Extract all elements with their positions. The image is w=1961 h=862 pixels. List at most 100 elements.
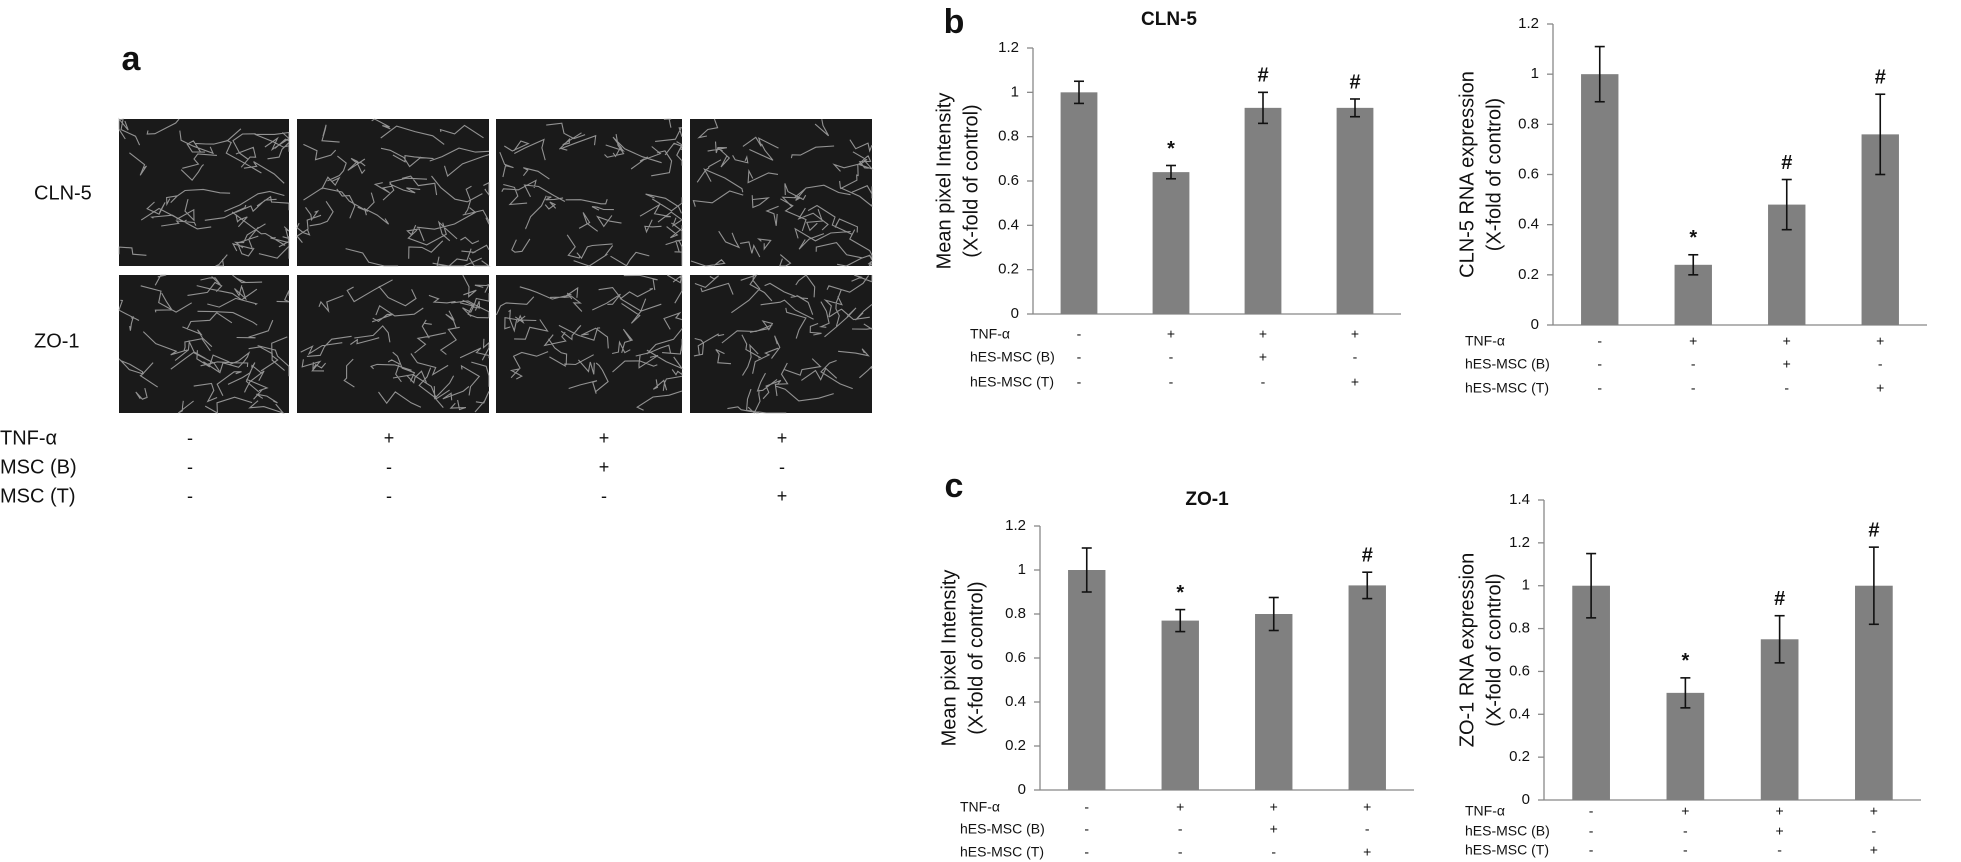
panel-letter: a — [122, 40, 142, 78]
condition-label: hES-MSC (T) — [960, 844, 1044, 860]
condition-value: + — [599, 428, 610, 448]
y-axis-label: (X-fold of control) — [1483, 573, 1505, 726]
y-tick-label: 1 — [1531, 65, 1539, 82]
y-tick-label: 0.4 — [1509, 705, 1530, 722]
condition-label: MSC (B) — [0, 456, 77, 478]
condition-value: - — [601, 486, 607, 506]
bar — [1572, 585, 1610, 800]
condition-label: hES-MSC (T) — [970, 374, 1054, 390]
condition-label: TNF-α — [970, 326, 1010, 342]
condition-value: + — [1783, 356, 1791, 372]
condition-value: - — [1878, 356, 1883, 372]
condition-value: + — [1363, 799, 1371, 815]
bar — [1581, 74, 1619, 326]
error-bar — [1781, 178, 1792, 231]
panel-letter: b — [944, 3, 965, 41]
annotation: # — [1875, 67, 1886, 89]
condition-value: + — [1363, 844, 1371, 860]
bar — [1152, 172, 1190, 314]
condition-value: - — [1084, 821, 1089, 837]
condition-value: - — [1691, 380, 1696, 396]
annotation: # — [1781, 152, 1792, 174]
micrograph — [297, 119, 489, 266]
condition-value: + — [384, 428, 395, 448]
condition-value: + — [777, 428, 788, 448]
y-tick-label: 1.2 — [1005, 517, 1026, 534]
annotation: * — [1681, 650, 1689, 672]
condition-value: - — [1597, 333, 1602, 349]
condition-label: TNF-α — [1465, 803, 1505, 819]
annotation: # — [1349, 71, 1360, 93]
chart-title: CLN-5 — [1141, 9, 1197, 30]
annotation: * — [1689, 227, 1697, 249]
annotation: # — [1868, 519, 1879, 541]
bar — [1161, 620, 1199, 790]
y-tick-label: 0.4 — [998, 216, 1019, 233]
condition-value: - — [1084, 799, 1089, 815]
error-bar — [1258, 91, 1268, 125]
condition-value: - — [1084, 844, 1089, 860]
error-bar — [1081, 547, 1092, 593]
y-tick-label: 0.6 — [1509, 662, 1530, 679]
y-tick-label: 0.4 — [1518, 216, 1539, 233]
y-tick-label: 1.2 — [998, 39, 1019, 56]
y-tick-label: 0.4 — [1005, 693, 1026, 710]
row-label: CLN-5 — [34, 182, 92, 204]
condition-value: + — [1270, 799, 1278, 815]
y-axis-label: (X-fold of control) — [965, 581, 987, 734]
condition-value: + — [1270, 821, 1278, 837]
condition-label: hES-MSC (B) — [970, 349, 1055, 365]
condition-value: - — [1589, 842, 1594, 858]
condition-label: TNF-α — [0, 427, 57, 449]
condition-value: + — [1689, 333, 1697, 349]
y-tick-label: 0 — [1011, 305, 1019, 322]
condition-value: + — [1783, 333, 1791, 349]
condition-value: + — [1259, 349, 1267, 365]
condition-label: MSC (T) — [0, 485, 76, 507]
y-tick-label: 1 — [1018, 561, 1026, 578]
condition-value: + — [1167, 326, 1175, 342]
condition-value: - — [1077, 374, 1082, 390]
condition-value: - — [187, 428, 193, 448]
bar — [1060, 92, 1098, 314]
condition-value: + — [1351, 326, 1359, 342]
error-bar — [1350, 98, 1360, 118]
condition-value: - — [1777, 842, 1782, 858]
micrographs — [118, 117, 874, 415]
condition-label: hES-MSC (B) — [1465, 356, 1550, 372]
y-tick-label: 0.8 — [1005, 605, 1026, 622]
error-bar — [1586, 552, 1597, 619]
error-bar — [1268, 596, 1279, 632]
error-bar — [1868, 546, 1879, 626]
condition-value: - — [386, 457, 392, 477]
y-tick-label: 0 — [1018, 781, 1026, 798]
condition-label: hES-MSC (T) — [1465, 380, 1549, 396]
annotation: * — [1176, 582, 1184, 604]
condition-value: - — [187, 457, 193, 477]
error-bar — [1774, 614, 1785, 664]
error-bar — [1166, 164, 1176, 180]
condition-value: - — [1683, 842, 1688, 858]
y-tick-label: 0.6 — [1518, 165, 1539, 182]
condition-value: - — [1597, 380, 1602, 396]
cell-junctions — [495, 274, 684, 411]
condition-value: - — [1169, 349, 1174, 365]
y-tick-label: 0.2 — [1005, 737, 1026, 754]
condition-value: - — [779, 457, 785, 477]
y-axis-label: CLN-5 RNA expression — [1456, 71, 1478, 278]
annotation: # — [1362, 544, 1373, 566]
condition-value: - — [1077, 326, 1082, 342]
condition-value: + — [1176, 799, 1184, 815]
condition-value: - — [1169, 374, 1174, 390]
panel-letter: c — [945, 467, 964, 505]
y-tick-label: 0.8 — [1518, 115, 1539, 132]
cell-junctions — [296, 118, 491, 267]
condition-value: + — [1681, 803, 1689, 819]
cell-junctions — [118, 274, 290, 415]
condition-value: - — [1178, 821, 1183, 837]
condition-value: - — [1178, 844, 1183, 860]
condition-value: - — [1597, 356, 1602, 372]
condition-label: hES-MSC (T) — [1465, 842, 1549, 858]
micrograph — [297, 275, 489, 413]
bar — [1348, 585, 1386, 790]
